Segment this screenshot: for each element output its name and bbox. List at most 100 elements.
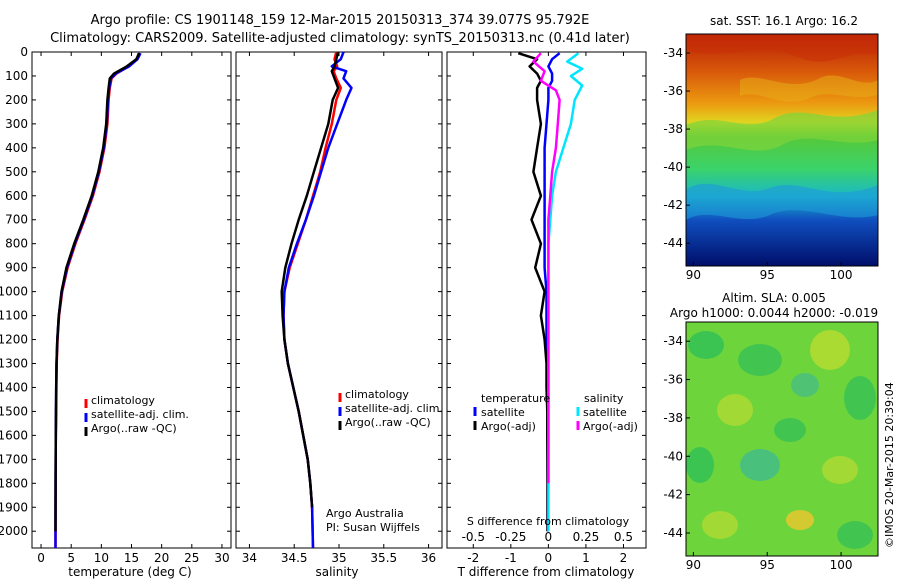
y-tick-label: 1800 xyxy=(0,476,28,490)
y-tick-label: 1300 xyxy=(0,356,28,370)
series-line-1 xyxy=(54,52,142,548)
legend-t-argo-label: Argo(-adj) xyxy=(481,420,536,433)
sst-field xyxy=(686,34,878,266)
y-tick-label: 100 xyxy=(5,69,28,83)
x-tick-label: 1 xyxy=(582,551,590,565)
y-tick-label: 1500 xyxy=(0,404,28,418)
x-tick-label: 0 xyxy=(545,551,553,565)
series-line-2 xyxy=(280,51,340,508)
y-tick-label: 1700 xyxy=(0,452,28,466)
s-difference-label: S difference from climatology xyxy=(467,515,630,528)
sst-map-panel: sat. SST: 16.1 Argo: 16.2 90 xyxy=(663,14,879,282)
sla-map-panel: Altim. SLA: 0.005 Argo h1000: 0.0044 h20… xyxy=(663,291,879,572)
sla-field-texture xyxy=(686,330,876,549)
imos-stamp: ©IMOS 20-Mar-2015 20:39:04 xyxy=(883,382,896,548)
map-y-tick-label: -42 xyxy=(663,488,683,502)
y-tick-label: 600 xyxy=(5,189,28,203)
y-tick-label: 700 xyxy=(5,213,28,227)
x-tick-label: -1 xyxy=(505,551,517,565)
series-line-1 xyxy=(517,52,549,532)
sla-map-frame xyxy=(685,321,879,557)
pi-label: PI: Susan Wijffels xyxy=(326,521,420,534)
sst-map-frame xyxy=(685,33,879,267)
legend-s-argo-label: Argo(-adj) xyxy=(583,420,638,433)
sst-field-texture xyxy=(686,34,878,220)
map-x-tick-label: 90 xyxy=(686,558,701,572)
x-tick-label: 34.5 xyxy=(281,551,308,565)
map-x-tick-label: 100 xyxy=(830,268,853,282)
map-y-tick-label: -42 xyxy=(663,198,683,212)
map-y-tick-label: -40 xyxy=(663,449,683,463)
s-diff-tick-label: 0.5 xyxy=(614,530,633,544)
title-line-1: Argo profile: CS 1901148_159 12-Mar-2015… xyxy=(91,13,590,28)
y-tick-label: 1200 xyxy=(0,333,28,347)
legend-argo-label: Argo(..raw -QC) xyxy=(345,416,431,429)
y-tick-label: 0 xyxy=(20,45,28,59)
x-tick-label: 30 xyxy=(214,551,229,565)
x-tick-label: 36 xyxy=(421,551,436,565)
legend-satellite-label: satellite-adj. clim. xyxy=(345,402,443,415)
salinity-xlabel: salinity xyxy=(315,565,358,579)
y-tick-label: 2000 xyxy=(0,524,28,538)
legend-salinity-title: salinity xyxy=(584,392,624,405)
y-tick-label: 500 xyxy=(5,165,28,179)
map-y-tick-label: -40 xyxy=(663,160,683,174)
salinity-legend: climatology satellite-adj. clim. Argo(..… xyxy=(338,388,443,430)
y-tick-label: 300 xyxy=(5,117,28,131)
salinity-panel: 34 34.5 35 35.5 36 salinity climatology sate… xyxy=(235,51,443,579)
series-line-3 xyxy=(532,52,561,484)
y-tick-label: 1400 xyxy=(0,380,28,394)
map-y-tick-label: -34 xyxy=(663,46,683,60)
series-line-1 xyxy=(282,51,353,549)
temperature-panel: 0 5 10 15 20 25 300100200300400500600700800900… xyxy=(0,45,232,579)
x-tick-label: 10 xyxy=(94,551,109,565)
series-line-0 xyxy=(282,51,343,549)
series-line-2 xyxy=(547,52,584,532)
argo-australia-label: Argo Australia xyxy=(326,507,404,520)
y-tick-label: 900 xyxy=(5,261,28,275)
difference-xlabel: T difference from climatology xyxy=(457,565,635,579)
s-diff-tick-label: -0.5 xyxy=(462,530,485,544)
legend-satellite-label: satellite-adj. clim. xyxy=(91,408,189,421)
legend-climatology-label: climatology xyxy=(345,388,409,401)
y-tick-label: 1100 xyxy=(0,309,28,323)
title-line-2: Climatology: CARS2009. Satellite-adjuste… xyxy=(50,31,630,46)
s-diff-tick-label: -0.25 xyxy=(495,530,526,544)
x-tick-label: 0 xyxy=(37,551,45,565)
map-y-tick-label: -38 xyxy=(663,411,683,425)
y-tick-label: 1600 xyxy=(0,428,28,442)
difference-axes-box xyxy=(446,51,647,549)
s-diff-tick-label: 0 xyxy=(545,530,553,544)
x-tick-label: 2 xyxy=(620,551,628,565)
y-tick-label: 400 xyxy=(5,141,28,155)
s-diff-tick-label: 0.25 xyxy=(573,530,600,544)
legend-argo-label: Argo(..raw -QC) xyxy=(91,422,177,435)
x-tick-label: 15 xyxy=(124,551,139,565)
salinity-axes-box xyxy=(235,51,443,549)
y-tick-label: 1900 xyxy=(0,500,28,514)
x-tick-label: 34 xyxy=(242,551,257,565)
difference-legend: temperature salinity satellite Argo(-adj… xyxy=(473,392,638,433)
map-y-tick-label: -38 xyxy=(663,122,683,136)
legend-s-satellite-label: satellite xyxy=(583,406,627,419)
map-x-tick-label: 95 xyxy=(760,268,775,282)
map-y-tick-label: -44 xyxy=(663,526,683,540)
sla-title-line-2: Argo h1000: 0.0044 h2000: -0.019 xyxy=(670,306,878,320)
temperature-legend: climatology satellite-adj. clim. Argo(..… xyxy=(84,394,189,436)
temperature-xlabel: temperature (deg C) xyxy=(68,565,191,579)
legend-temperature-title: temperature xyxy=(481,392,550,405)
x-tick-label: 35.5 xyxy=(370,551,397,565)
x-tick-label: 35 xyxy=(331,551,346,565)
map-x-tick-label: 90 xyxy=(686,268,701,282)
legend-t-satellite-label: satellite xyxy=(481,406,525,419)
y-tick-label: 200 xyxy=(5,93,28,107)
sla-title-line-1: Altim. SLA: 0.005 xyxy=(722,291,826,305)
map-x-tick-label: 95 xyxy=(760,558,775,572)
series-line-0 xyxy=(54,52,140,548)
x-tick-label: 25 xyxy=(184,551,199,565)
map-x-tick-label: 100 xyxy=(830,558,853,572)
y-tick-label: 1000 xyxy=(0,285,28,299)
y-tick-label: 800 xyxy=(5,237,28,251)
x-tick-label: 20 xyxy=(154,551,169,565)
